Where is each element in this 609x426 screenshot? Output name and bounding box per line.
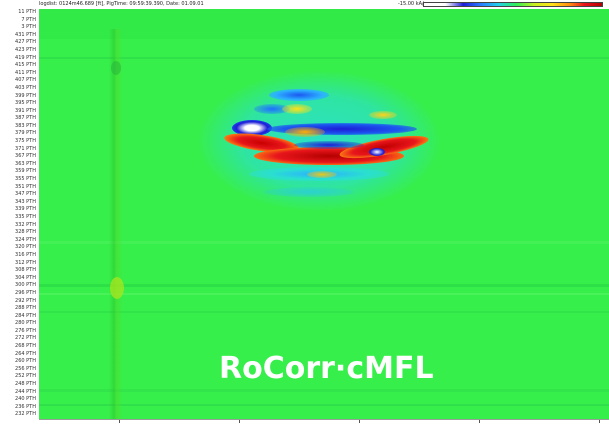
x-tick <box>479 420 480 423</box>
channel-label: 427 PTH <box>15 39 36 46</box>
defect-low-core <box>369 148 385 156</box>
channel-label: 7 PTH <box>21 16 36 23</box>
channel-label: 236 PTH <box>15 403 36 410</box>
channel-label: 383 PTH <box>15 122 36 129</box>
channel-label: 343 PTH <box>15 198 36 205</box>
channel-label: 363 PTH <box>15 160 36 167</box>
channel-label: 280 PTH <box>15 320 36 327</box>
x-tick <box>359 420 360 423</box>
channel-label: 351 PTH <box>15 183 36 190</box>
channel-label: 359 PTH <box>15 168 36 175</box>
channel-label: 375 PTH <box>15 138 36 145</box>
channel-label: 407 PTH <box>15 77 36 84</box>
defect-high-spot <box>307 171 337 178</box>
scan-band <box>39 241 609 244</box>
channel-label: 284 PTH <box>15 312 36 319</box>
brand-watermark: RoCorr·cMFL <box>219 351 434 386</box>
channel-label: 367 PTH <box>15 153 36 160</box>
scan-band <box>39 389 609 392</box>
channel-label: 244 PTH <box>15 388 36 395</box>
scan-band <box>39 9 609 39</box>
channel-label: 332 PTH <box>15 221 36 228</box>
weld-spot <box>111 61 121 75</box>
channel-label: 423 PTH <box>15 46 36 53</box>
position-info: logdist: 0124m46.689 [ft], PigTime: 09:5… <box>39 1 204 7</box>
channel-label: 3 PTH <box>21 24 36 31</box>
defect-low-core <box>232 120 272 136</box>
channel-label: 431 PTH <box>15 31 36 38</box>
defect-low-tail <box>264 187 354 197</box>
channel-label: 339 PTH <box>15 206 36 213</box>
channel-label: 11 PTH <box>18 9 36 15</box>
channel-label: 335 PTH <box>15 214 36 220</box>
channel-label: 415 PTH <box>15 62 36 69</box>
scale-min-label: -15.00 kA/m <box>398 1 429 7</box>
channel-label: 312 PTH <box>15 259 36 266</box>
channel-label: 324 PTH <box>15 236 36 243</box>
channel-label: 387 PTH <box>15 115 36 122</box>
channel-label: 272 PTH <box>15 335 36 342</box>
channel-label: 320 PTH <box>15 244 36 251</box>
x-tick <box>239 420 240 423</box>
channel-label: 256 PTH <box>15 365 36 372</box>
scan-band <box>39 57 609 59</box>
channel-label: 371 PTH <box>15 145 36 152</box>
weld-stripe <box>109 29 123 419</box>
defect-high-spot <box>285 127 325 137</box>
channel-label: 252 PTH <box>15 373 36 380</box>
scan-band <box>39 293 609 295</box>
channel-label: 276 PTH <box>15 327 36 334</box>
channel-label: 328 PTH <box>15 229 36 236</box>
channel-label: 296 PTH <box>15 289 36 296</box>
channel-label: 316 PTH <box>15 251 36 258</box>
defect-low-lobe <box>269 89 329 101</box>
channel-label: 264 PTH <box>15 350 36 357</box>
weld-spot <box>110 277 124 299</box>
channel-label: 308 PTH <box>15 267 36 274</box>
channel-label: 411 PTH <box>15 69 36 76</box>
channel-label: 379 PTH <box>15 130 36 137</box>
channel-axis: 11 PTH 7 PTH 3 PTH 431 PTH 427 PTH 423 PTH 419… <box>0 9 40 419</box>
scan-band <box>39 311 609 313</box>
channel-label: 232 PTH <box>15 411 36 418</box>
x-tick <box>119 420 120 423</box>
channel-label: 248 PTH <box>15 381 36 388</box>
channel-label: 391 PTH <box>15 107 36 114</box>
defect-high-spot <box>369 111 397 119</box>
channel-label: 347 PTH <box>15 191 36 198</box>
defect-high-spot <box>282 104 312 114</box>
channel-label: 355 PTH <box>15 176 36 183</box>
color-scale-bar <box>423 2 603 7</box>
defect-low-band <box>294 141 364 149</box>
mfl-scan-view[interactable] <box>39 9 609 419</box>
channel-label: 240 PTH <box>15 396 36 403</box>
channel-label: 292 PTH <box>15 297 36 304</box>
distance-axis <box>39 419 609 426</box>
channel-label: 260 PTH <box>15 358 36 365</box>
channel-label: 403 PTH <box>15 84 36 91</box>
scan-band <box>39 284 609 287</box>
channel-label: 419 PTH <box>15 54 36 61</box>
channel-label: 399 PTH <box>15 92 36 99</box>
channel-label: 300 PTH <box>15 282 36 289</box>
channel-label: 395 PTH <box>15 100 36 107</box>
channel-label: 288 PTH <box>15 305 36 312</box>
x-tick <box>599 420 600 423</box>
channel-label: 268 PTH <box>15 343 36 350</box>
channel-label: 304 PTH <box>15 274 36 281</box>
defect-low-lobe <box>254 104 290 114</box>
scan-band <box>39 404 609 406</box>
